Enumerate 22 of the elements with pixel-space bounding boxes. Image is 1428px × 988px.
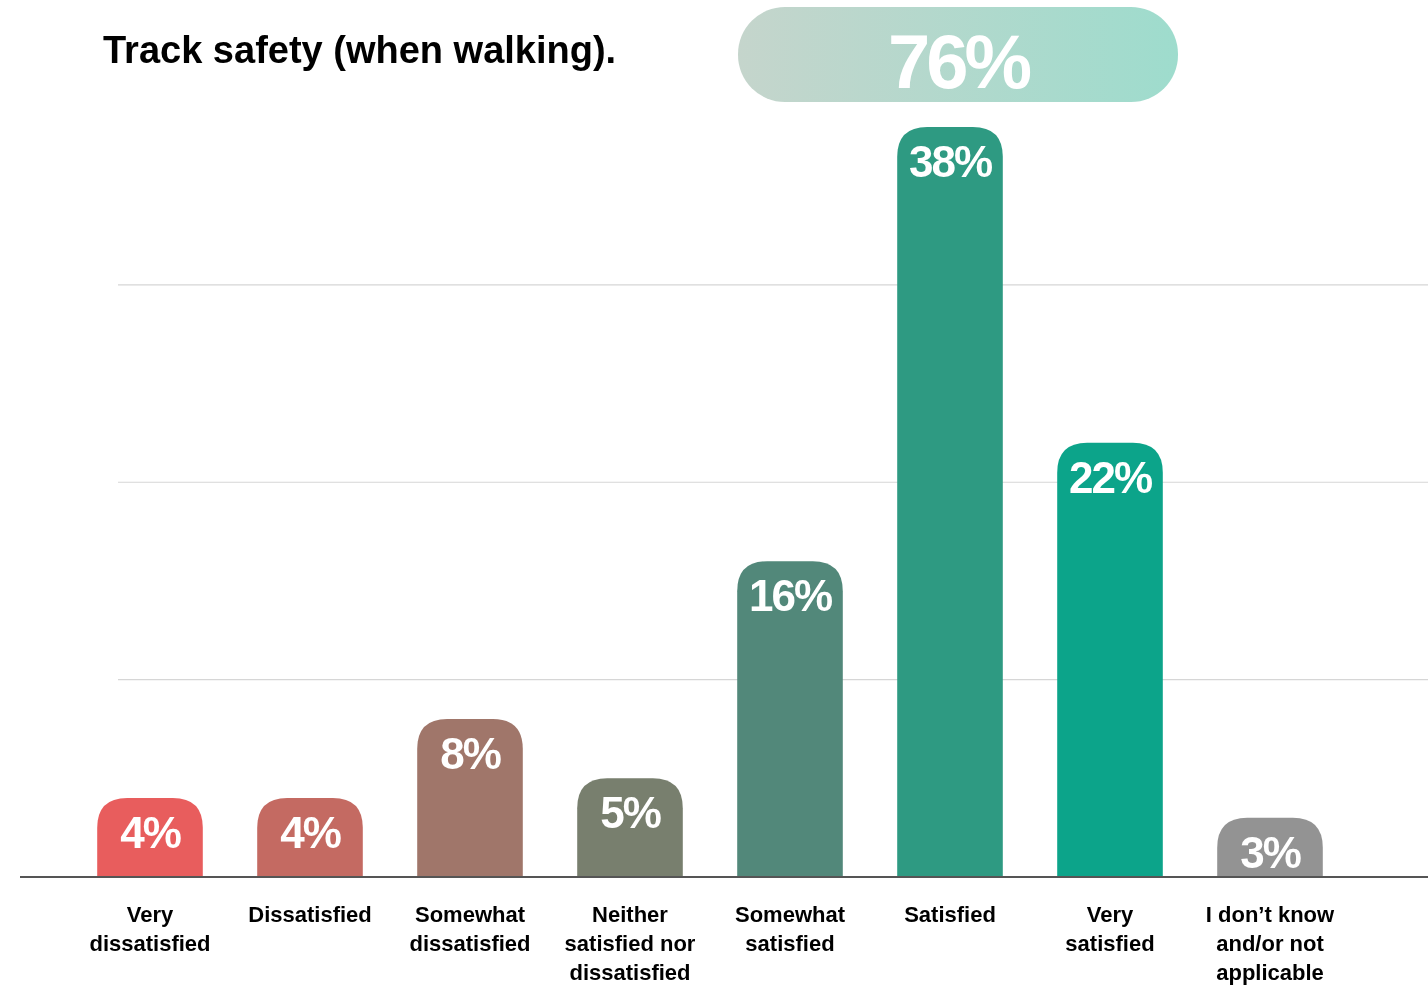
- text: 76%: [887, 19, 1031, 104]
- data-label: 5%: [600, 788, 661, 838]
- chart-title: Track safety (when walking).: [103, 29, 617, 71]
- data-label: 4%: [280, 808, 341, 858]
- x-tick-label: Somewhat dissatisfied: [409, 902, 531, 956]
- x-tick-label: Satisfied: [904, 902, 996, 927]
- bar: [1057, 442, 1163, 877]
- x-tick-label: Somewhat satisfied: [734, 902, 846, 956]
- x-tick-label: I don’t know and/or not applicable: [1205, 902, 1336, 985]
- data-label: 16%: [748, 571, 832, 621]
- bar: [417, 719, 523, 877]
- x-tick-label: Dissatisfied: [248, 902, 372, 927]
- x-tick-label: Neither satisfied nor dissatisfied: [564, 902, 696, 985]
- data-label: 3%: [1240, 827, 1301, 877]
- x-tick-label: Very satisfied: [1065, 902, 1155, 956]
- bar: [737, 561, 843, 877]
- data-label: 8%: [440, 729, 501, 779]
- x-tick-label: Very dissatisfied: [89, 902, 211, 956]
- data-label: 4%: [120, 808, 181, 858]
- data-label: 38%: [908, 137, 992, 186]
- bar: [897, 127, 1003, 877]
- data-label: 22%: [1068, 452, 1152, 502]
